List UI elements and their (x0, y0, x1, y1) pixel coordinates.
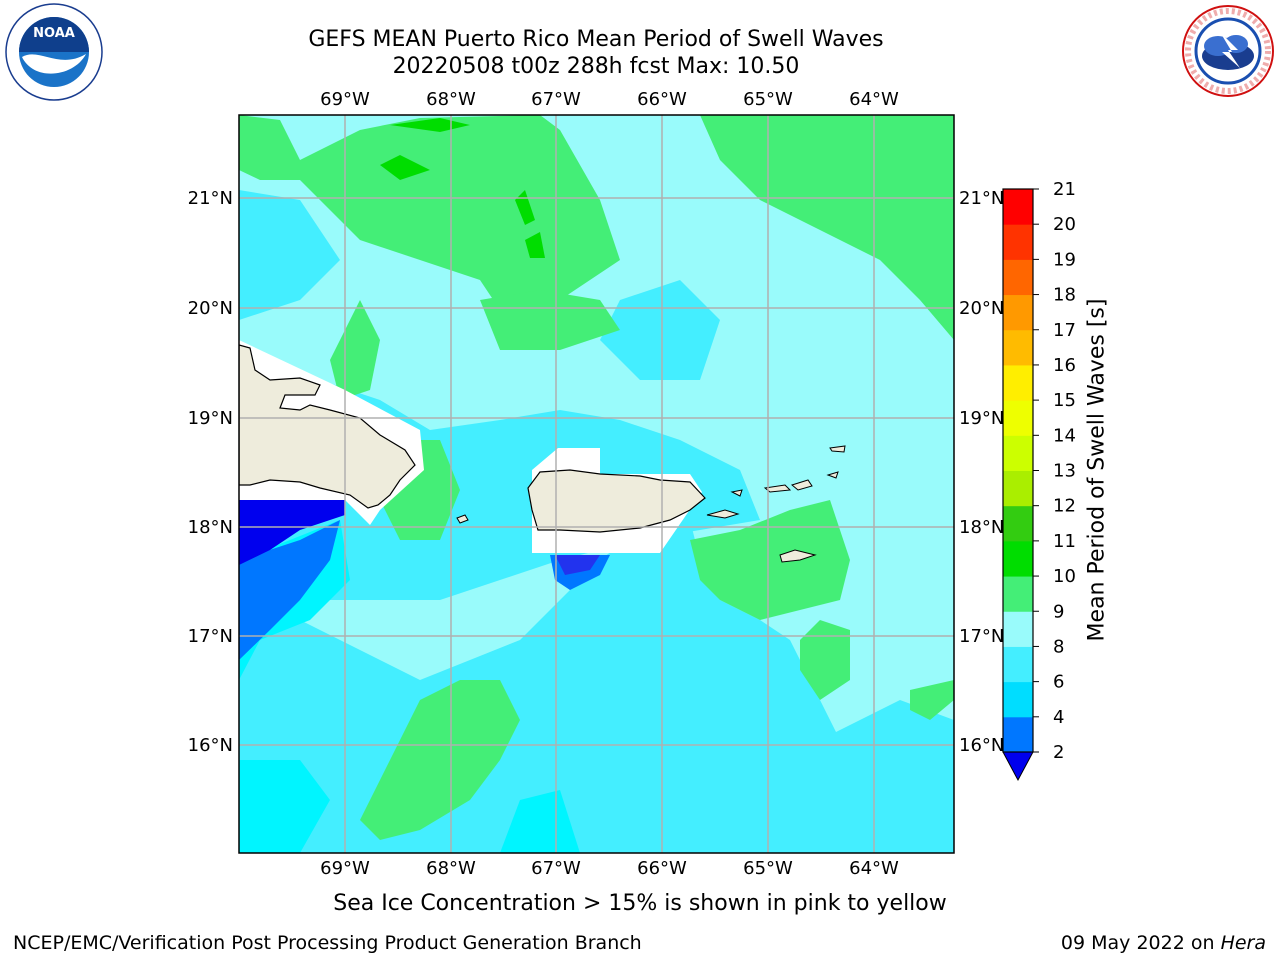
lon-label-bottom: 64°W (849, 858, 899, 879)
colorbar-ticks: 2 4 6 8 9 10 11 12 13 14 15 16 17 18 19 20 21 (1033, 179, 1076, 763)
colorbar-tick-label: 12 (1053, 496, 1076, 517)
colorbar-tick-label: 4 (1053, 707, 1064, 728)
colorbar-tick-label: 15 (1053, 390, 1076, 411)
map-gridlines (239, 115, 954, 853)
footer-date: 09 May 2022 on Hera (1061, 932, 1266, 954)
lon-label-bottom: 67°W (531, 858, 581, 879)
colorbar (1003, 189, 1033, 753)
lat-label-left: 17°N (188, 626, 233, 647)
colorbar-tick-label: 21 (1053, 179, 1076, 200)
colorbar-bin (1003, 329, 1033, 366)
swell-contour-4-6 (500, 790, 580, 853)
swell-contour-9-10 (600, 115, 954, 340)
swell-contour-2-4 (239, 520, 340, 660)
hispaniola-land (239, 344, 416, 509)
lat-label-right: 16°N (959, 735, 1004, 756)
footer-branch: NCEP/EMC/Verification Post Processing Pr… (13, 932, 642, 954)
lat-label-right: 21°N (959, 188, 1004, 209)
virgin-islands (730, 445, 846, 497)
footer-system: Hera (1220, 932, 1266, 954)
colorbar-bin (1003, 611, 1033, 647)
colorbar-tick-label: 13 (1053, 461, 1076, 482)
map-subtitle: 20220508 t00z 288h fcst Max: 10.50 (392, 54, 800, 79)
lon-label-top: 69°W (320, 89, 370, 110)
colorbar-bin (1003, 364, 1033, 401)
colorbar-bin (1003, 224, 1033, 260)
colorbar-bin (1003, 681, 1033, 718)
swell-contour-9-10 (330, 300, 380, 400)
lon-label-bottom: 69°W (320, 858, 370, 879)
lat-label-right: 19°N (959, 408, 1004, 429)
swell-contour-4-6 (239, 760, 330, 853)
swell-contour-6-8 (600, 280, 720, 380)
colorbar-tick-label: 14 (1053, 425, 1076, 446)
swell-contour-under-2 (239, 500, 345, 565)
colorbar-label: Mean Period of Swell Waves [s] (1084, 298, 1110, 642)
lon-label-bottom: 65°W (743, 858, 793, 879)
map-frame (238, 114, 955, 854)
lat-label-left: 20°N (188, 298, 233, 319)
lon-label-top: 65°W (743, 89, 793, 110)
lat-label-left: 21°N (188, 188, 233, 209)
lon-label-top: 66°W (637, 89, 687, 110)
colorbar-bin (1003, 259, 1033, 296)
swell-contour-6-8 (239, 190, 340, 320)
noaa-logo-text: NOAA (33, 26, 75, 41)
lat-label-left: 19°N (188, 408, 233, 429)
colorbar-bin (1003, 189, 1033, 225)
colorbar-bin (1003, 540, 1033, 577)
map-title: GEFS MEAN Puerto Rico Mean Period of Swe… (308, 27, 884, 52)
colorbar-bin (1003, 716, 1033, 753)
colorbar-bin (1003, 294, 1033, 331)
colorbar-tick-label: 8 (1053, 636, 1064, 657)
colorbar-bin (1003, 435, 1033, 471)
colorbar-tick-label: 2 (1053, 742, 1064, 763)
swell-contour-under-2 (555, 555, 600, 575)
colorbar-tick-label: 10 (1053, 566, 1076, 587)
swell-contour-10-11 (380, 155, 430, 180)
lat-label-left: 16°N (188, 735, 233, 756)
vieques-island (706, 509, 740, 519)
colorbar-tick-label: 19 (1053, 249, 1076, 270)
lat-label-right: 17°N (959, 626, 1004, 647)
colorbar-tick-label: 20 (1053, 214, 1076, 235)
nws-logo (1182, 5, 1274, 97)
colorbar-under-extension (1002, 751, 1034, 782)
lon-label-bottom: 66°W (637, 858, 687, 879)
st-croix-island (779, 549, 817, 563)
noaa-logo: NOAA (5, 3, 103, 101)
lat-label-right: 18°N (959, 517, 1004, 538)
colorbar-tick-label: 16 (1053, 355, 1076, 376)
colorbar-tick-label: 17 (1053, 320, 1076, 341)
swell-contour-9-10 (690, 500, 850, 620)
colorbar-tick-label: 11 (1053, 531, 1076, 552)
colorbar-bin (1003, 646, 1033, 683)
colorbar-bin (1003, 505, 1033, 542)
lat-label-right: 20°N (959, 298, 1004, 319)
lon-label-top: 68°W (426, 89, 476, 110)
footer-date-text: 09 May 2022 on (1060, 932, 1215, 954)
sea-ice-note: Sea Ice Concentration > 15% is shown in … (333, 891, 947, 916)
lat-label-left: 18°N (188, 517, 233, 538)
swell-contour-10-11 (390, 118, 470, 132)
swell-contour-9-10 (800, 620, 850, 700)
colorbar-tick-label: 9 (1053, 601, 1064, 622)
colorbar-bin (1003, 400, 1033, 436)
colorbar-bin (1003, 576, 1033, 612)
puerto-rico-land (527, 469, 706, 533)
colorbar-bin (1003, 470, 1033, 507)
swell-contour-9-10 (360, 680, 520, 840)
mona-island (456, 514, 469, 524)
lon-label-top: 64°W (849, 89, 899, 110)
swell-contour-9-10 (480, 290, 620, 350)
lon-label-bottom: 68°W (426, 858, 476, 879)
colorbar-tick-label: 6 (1053, 672, 1064, 693)
swell-contour-10-11 (525, 232, 545, 258)
swell-contour-9-10 (239, 115, 620, 310)
swell-contour-9-10 (910, 680, 954, 720)
lon-label-top: 67°W (531, 89, 581, 110)
colorbar-tick-label: 18 (1053, 285, 1076, 306)
